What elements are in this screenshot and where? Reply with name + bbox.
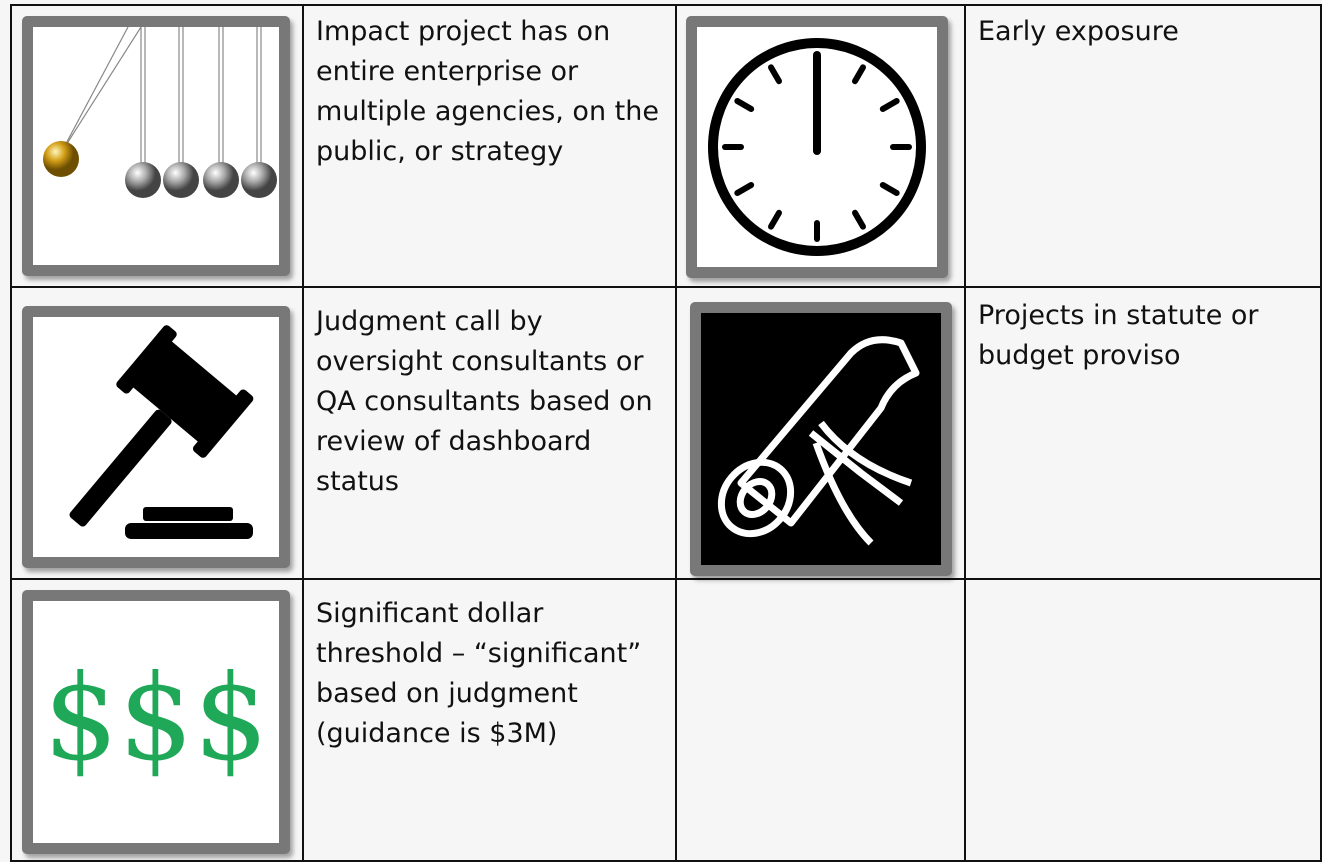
border	[10, 4, 1322, 6]
border	[10, 578, 1322, 580]
scroll-icon	[690, 302, 952, 576]
cell-text: Impact project has on entire enterprise …	[316, 16, 659, 167]
cell-text: Early exposure	[978, 16, 1179, 47]
border	[302, 5, 304, 862]
cell-text: Projects in statute or budget proviso	[978, 300, 1259, 371]
clock-icon	[686, 16, 948, 278]
cell-text: Significant dollar threshold – “signific…	[316, 598, 642, 749]
dollar-text: $$$	[43, 649, 268, 787]
border	[964, 5, 966, 862]
gavel-icon	[22, 306, 290, 568]
cell-text: Judgment call by oversight consultants o…	[316, 306, 653, 497]
cradle-icon	[22, 16, 290, 276]
border	[10, 5, 12, 862]
border	[675, 5, 677, 862]
border	[10, 286, 1322, 288]
dollar-icon: $$$	[22, 590, 290, 854]
border	[1320, 5, 1322, 862]
border	[10, 860, 1322, 862]
